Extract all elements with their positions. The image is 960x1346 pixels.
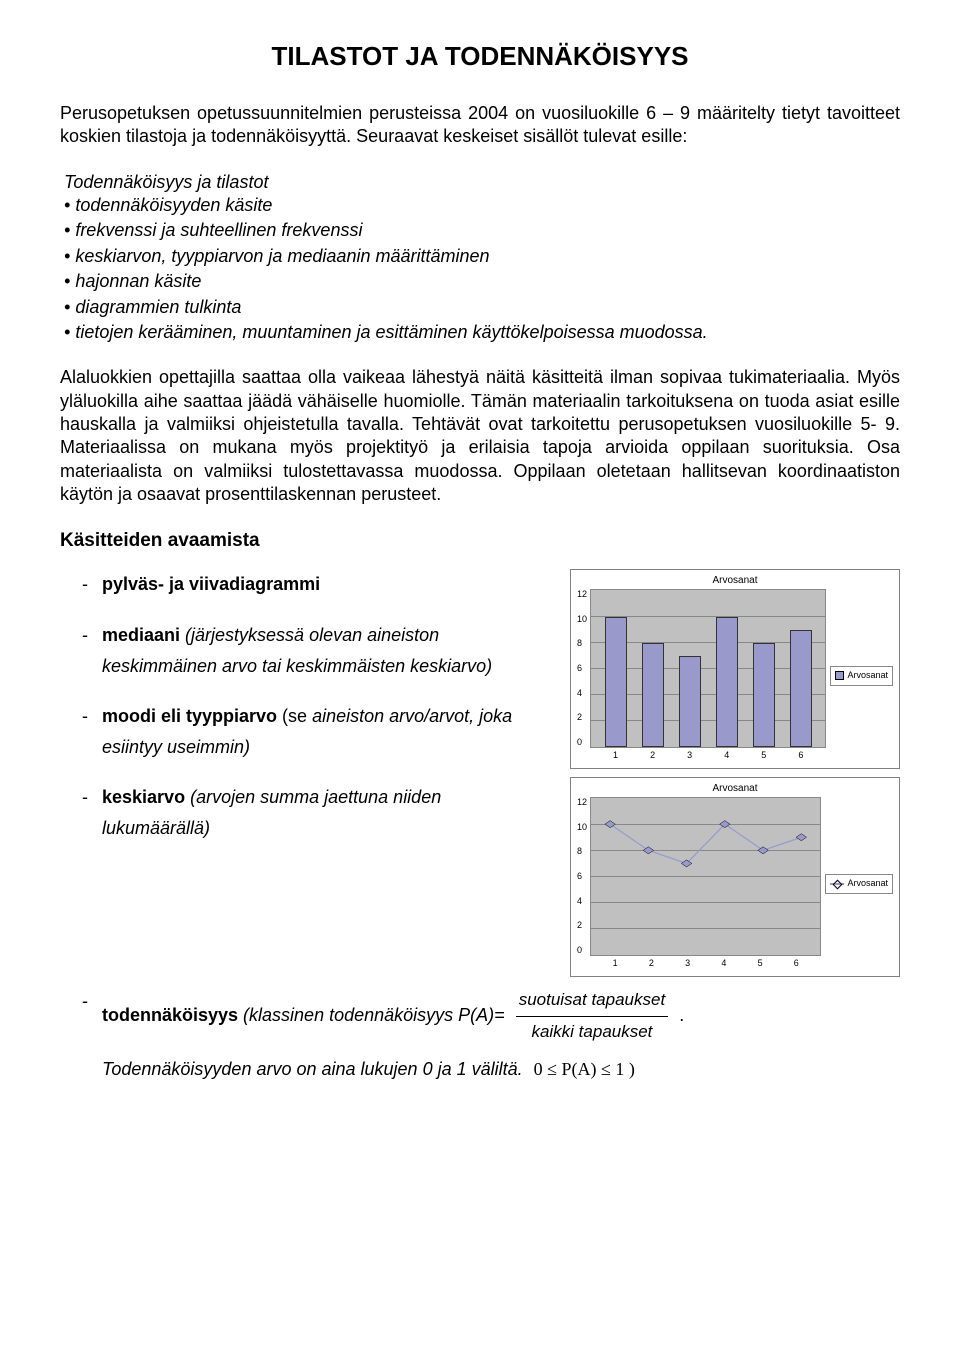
final-line: Todennäköisyyden arvo on aina lukujen 0 … <box>60 1058 900 1081</box>
x-axis: 123456 <box>591 750 825 762</box>
def-item: keskiarvo (arvojen summa jaettuna niiden… <box>82 782 550 843</box>
def-item: moodi eli tyyppiarvo (se aineiston arvo/… <box>82 701 550 762</box>
list-item: diagrammien tulkinta <box>64 296 900 319</box>
line-chart: Arvosanat 024681012 123456 Arvosanat <box>570 777 900 977</box>
chart-legend: Arvosanat <box>825 874 893 894</box>
def-item: todennäköisyys (klassinen todennäköisyys… <box>60 985 900 1047</box>
chart-title: Arvosanat <box>571 570 899 589</box>
page-title: TILASTOT JA TODENNÄKÖISYYS <box>60 40 900 74</box>
y-axis: 024681012 <box>577 589 590 762</box>
def-item: pylväs- ja viivadiagrammi <box>82 569 550 600</box>
plot-area: 123456 <box>590 797 821 956</box>
chart-legend: Arvosanat <box>830 666 893 686</box>
y-axis: 024681012 <box>577 797 590 970</box>
list-item: frekvenssi ja suhteellinen frekvenssi <box>64 219 900 242</box>
definitions-list: pylväs- ja viivadiagrammi mediaani (järj… <box>60 569 550 863</box>
bottom-definitions: todennäköisyys (klassinen todennäköisyys… <box>60 985 900 1081</box>
list-item: keskiarvon, tyyppiarvon ja mediaanin mää… <box>64 245 900 268</box>
chart-title: Arvosanat <box>571 778 899 797</box>
intro-paragraph: Perusopetuksen opetussuunnitelmien perus… <box>60 102 900 149</box>
charts-column: Arvosanat 024681012 123456 Arvosanat <box>570 569 900 977</box>
x-axis: 123456 <box>591 958 820 970</box>
fraction: suotuisat tapaukset kaikki tapaukset <box>516 985 668 1047</box>
subheading: Käsitteiden avaamista <box>60 529 900 554</box>
list-item: hajonnan käsite <box>64 270 900 293</box>
plot-area: 123456 <box>590 589 826 748</box>
list-header: Todennäköisyys ja tilastot <box>64 171 900 194</box>
list-item: tietojen kerääminen, muuntaminen ja esit… <box>64 321 900 344</box>
bullet-list: Todennäköisyys ja tilastot todennäköisyy… <box>64 171 900 345</box>
list-item: todennäköisyyden käsite <box>64 194 900 217</box>
bar-chart: Arvosanat 024681012 123456 Arvosanat <box>570 569 900 769</box>
body-paragraph: Alaluokkien opettajilla saattaa olla vai… <box>60 366 900 506</box>
def-item: mediaani (järjestyksessä olevan aineisto… <box>82 620 550 681</box>
